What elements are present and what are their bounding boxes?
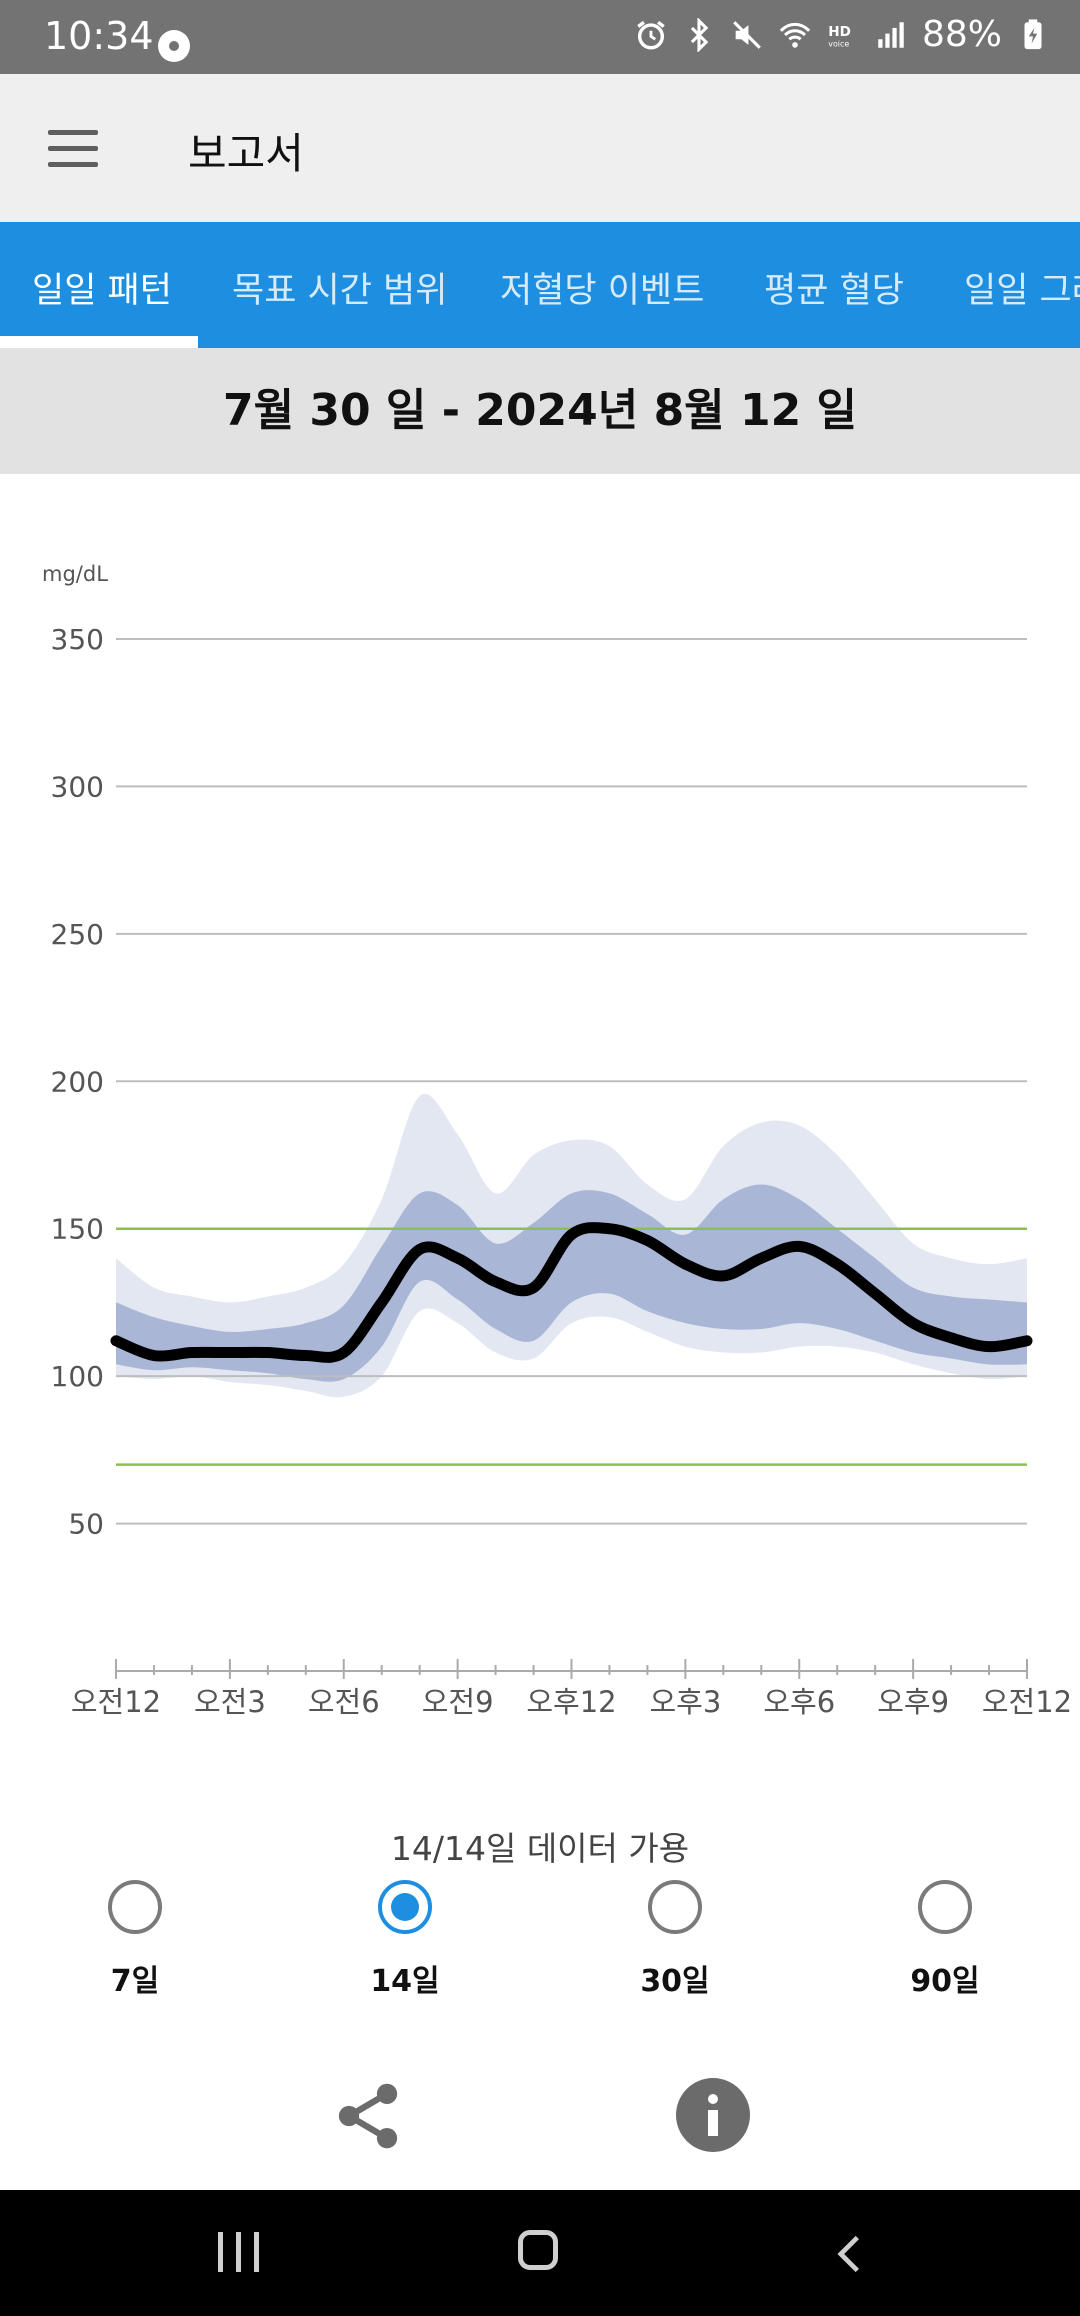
status-icons: HD voice 88% [634, 14, 1050, 55]
home-icon[interactable] [518, 2230, 558, 2270]
period-option-label: 30일 [640, 1964, 710, 1999]
tab-daily-pattern[interactable]: 일일 패턴 [32, 271, 172, 311]
x-tick-label: 오전3 [194, 1685, 266, 1719]
tab-average-glucose[interactable]: 평균 혈당 [764, 271, 904, 311]
period-option-14[interactable]: 14일 [315, 1880, 495, 2000]
y-tick-label: 300 [51, 770, 104, 803]
y-tick-label: 350 [51, 623, 104, 656]
tab-daily-graph[interactable]: 일일 그래프 [964, 271, 1080, 311]
period-option-90[interactable]: 90일 [855, 1880, 1035, 2000]
svg-text:voice: voice [828, 39, 849, 48]
back-icon[interactable] [828, 2232, 872, 2276]
bluetooth-icon [690, 17, 709, 52]
period-option-30[interactable]: 30일 [585, 1880, 765, 2000]
median-line [110, 1222, 1033, 1363]
y-tick-label: 250 [51, 918, 104, 951]
media-icon [158, 30, 190, 62]
tab-hypoglycemia-events[interactable]: 저혈당 이벤트 [500, 271, 705, 311]
share-icon[interactable] [330, 2078, 406, 2154]
x-tick-label: 오전12 [71, 1685, 161, 1719]
page-title: 보고서 [188, 129, 304, 178]
wifi-icon [779, 22, 811, 48]
glucose-pattern-chart: mg/dL 오전12 오전3 오전6 오전9 오후12 오후3 오후6 오후9 오전12 50 1… [42, 562, 1072, 1719]
svg-text:HD: HD [828, 24, 851, 40]
radio-button[interactable] [378, 1880, 432, 1934]
y-tick-label: 100 [51, 1360, 104, 1393]
status-bar: 10:34 HD voice 88% [0, 0, 1080, 74]
mute-icon [733, 20, 761, 49]
radio-button[interactable] [108, 1880, 162, 1934]
y-tick-label: 200 [51, 1065, 104, 1098]
tab-indicator [0, 336, 198, 348]
alarm-icon [637, 20, 665, 49]
tab-time-in-range[interactable]: 목표 시간 범위 [232, 271, 448, 311]
system-nav-bar [0, 2190, 1080, 2316]
y-tick-label: 150 [51, 1213, 104, 1246]
date-range: 7월 30 일 - 2024년 8월 12 일 [0, 348, 1080, 474]
radio-button[interactable] [918, 1880, 972, 1934]
info-icon[interactable] [676, 2078, 750, 2152]
battery-charging-icon [1024, 18, 1042, 49]
period-option-label: 14일 [370, 1964, 440, 1999]
y-tick-label: 50 [68, 1508, 104, 1541]
x-tick-label: 오후12 [526, 1685, 616, 1719]
days-available-label: 14/14일 데이터 가용 [390, 1829, 690, 1868]
inner-percentile-band [116, 1184, 1027, 1382]
period-option-7[interactable]: 7일 [45, 1880, 225, 2000]
report-tabs: 일일 패턴 목표 시간 범위 저혈당 이벤트 평균 혈당 일일 그래프 [0, 222, 1080, 348]
x-tick-label: 오후3 [649, 1685, 721, 1719]
status-time: 10:34 [44, 14, 154, 58]
x-tick-label: 오전12 [982, 1685, 1072, 1719]
x-tick-label: 오전6 [308, 1685, 380, 1719]
signal-icon [878, 21, 904, 48]
period-option-label: 7일 [110, 1964, 160, 1999]
period-option-label: 90일 [910, 1964, 980, 1999]
hamburger-menu-icon[interactable] [48, 130, 98, 167]
recent-apps-icon[interactable] [216, 2232, 260, 2272]
period-selector: 7일 14일 30일 90일 [0, 1880, 1080, 2010]
y-axis-unit-label: mg/dL [42, 562, 108, 586]
app-bar: 보고서 [0, 74, 1080, 222]
battery-percent: 88% [921, 14, 1002, 55]
x-tick-label: 오후9 [877, 1685, 949, 1719]
radio-button[interactable] [648, 1880, 702, 1934]
x-tick-label: 오전9 [422, 1685, 494, 1719]
x-tick-label: 오후6 [763, 1685, 835, 1719]
